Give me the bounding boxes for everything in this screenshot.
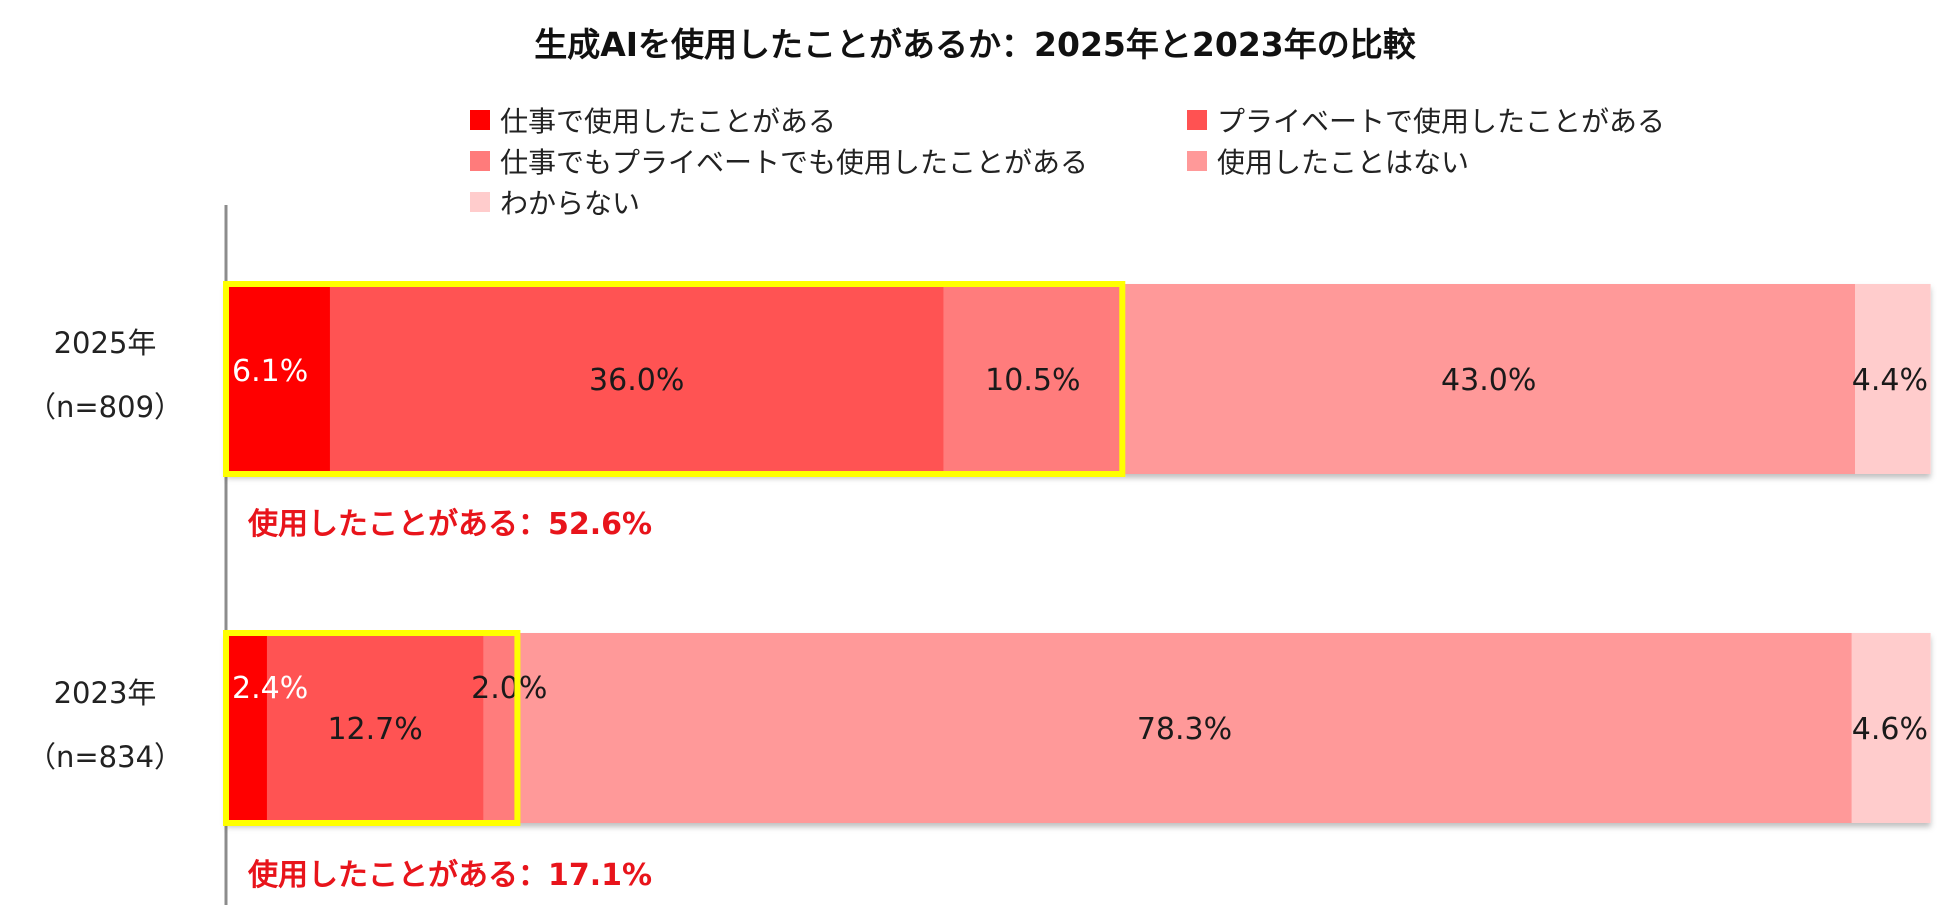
bar-segment-0-0 bbox=[226, 284, 331, 474]
legend-label-never: 使用したことはない bbox=[1217, 146, 1470, 179]
bar-row-1 bbox=[226, 633, 1931, 823]
data-label-1-2: 2.0% bbox=[471, 671, 547, 706]
legend-swatch-unknown bbox=[470, 192, 490, 212]
legend-item-never: 使用したことはない bbox=[1187, 141, 1469, 181]
bar-segment-1-3 bbox=[517, 633, 1853, 823]
legend-swatch-work bbox=[470, 110, 490, 130]
category-label-2025: 2025年 （n=809） bbox=[20, 311, 190, 439]
bar-segment-1-1 bbox=[266, 633, 484, 823]
data-label-1-4: 4.6% bbox=[1852, 712, 1928, 747]
bar-segment-0-4 bbox=[1855, 284, 1931, 474]
legend-label-private: プライベートで使用したことがある bbox=[1217, 105, 1666, 138]
legend-item-private: プライベートで使用したことがある bbox=[1187, 100, 1665, 140]
bar-segment-1-4 bbox=[1851, 633, 1931, 823]
data-label-0-3: 43.0% bbox=[1441, 363, 1536, 398]
highlight-box-1 bbox=[223, 630, 521, 826]
legend-label-unknown: わからない bbox=[500, 187, 641, 220]
legend-item-work: 仕事で使用したことがある bbox=[470, 100, 836, 140]
chart-title: 生成AIを使用したことがあるか：2025年と2023年の比較 bbox=[534, 25, 1416, 64]
data-label-1-3: 78.3% bbox=[1137, 712, 1232, 747]
bar-segment-1-0 bbox=[226, 633, 268, 823]
category-year-2023: 2023年 bbox=[53, 676, 157, 710]
bar-row-0 bbox=[226, 284, 1931, 474]
category-n-2023: （n=834） bbox=[26, 740, 184, 774]
legend-swatch-private bbox=[1187, 110, 1207, 130]
bar-segment-1-2 bbox=[483, 633, 518, 823]
legend-label-work: 仕事で使用したことがある bbox=[500, 105, 837, 138]
legend-item-both: 仕事でもプライベートでも使用したことがある bbox=[470, 141, 1088, 181]
data-label-1-1: 12.7% bbox=[327, 712, 422, 747]
legend-swatch-both bbox=[470, 151, 490, 171]
bar-segment-0-1 bbox=[329, 284, 944, 474]
legend-item-unknown: わからない bbox=[470, 182, 640, 222]
bar-segment-0-3 bbox=[1122, 284, 1856, 474]
category-n-2025: （n=809） bbox=[26, 390, 184, 424]
data-label-0-2: 10.5% bbox=[985, 363, 1080, 398]
data-label-0-0: 6.1% bbox=[232, 354, 308, 389]
category-year-2025: 2025年 bbox=[53, 326, 157, 360]
legend-label-both: 仕事でもプライベートでも使用したことがある bbox=[500, 146, 1089, 179]
summary-2023: 使用したことがある：17.1% bbox=[248, 858, 653, 893]
category-label-2023: 2023年 （n=834） bbox=[20, 661, 190, 789]
bar-segment-0-2 bbox=[943, 284, 1123, 474]
data-label-1-0: 2.4% bbox=[232, 671, 308, 706]
summary-2025: 使用したことがある：52.6% bbox=[248, 507, 653, 542]
data-label-0-4: 4.4% bbox=[1852, 363, 1928, 398]
legend-swatch-never bbox=[1187, 151, 1207, 171]
data-label-0-1: 36.0% bbox=[589, 363, 684, 398]
highlight-box-0 bbox=[223, 281, 1126, 477]
